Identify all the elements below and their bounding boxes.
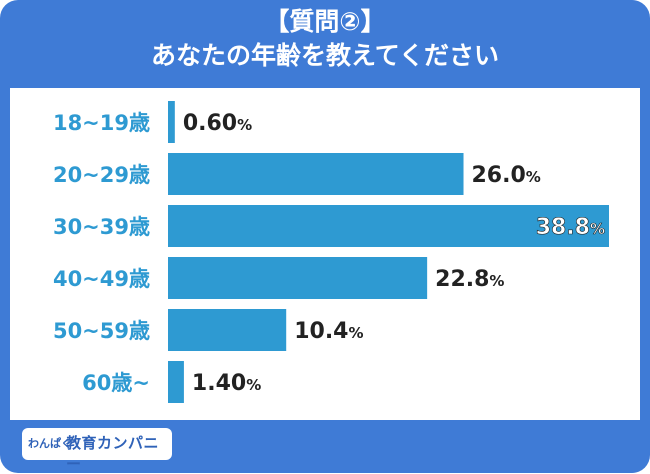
value-label: 26.0% xyxy=(472,163,541,188)
logo-main-text: 教育カンパニー xyxy=(66,434,160,473)
bar-chart: 18~19歳 0.60% 20~29歳 26.0% 30~39歳 38.8% 40~49歳 2… xyxy=(53,101,609,403)
category-label: 60歳~ xyxy=(82,371,150,395)
chart-panel: 18~19歳 0.60% 20~29歳 26.0% 30~39歳 38.8% 40~49歳 2… xyxy=(10,88,640,420)
value-label: 38.8% xyxy=(536,215,605,240)
bar xyxy=(168,361,184,403)
category-label: 20~29歳 xyxy=(53,163,150,187)
category-label: 40~49歳 xyxy=(53,267,150,291)
bar xyxy=(168,205,609,247)
logo-box: わんぱく 教育カンパニー xyxy=(22,428,172,473)
chart-title: 【質問②】 あなたの年齢を教えてください xyxy=(0,4,650,74)
category-label: 18~19歳 xyxy=(53,111,150,135)
title-line-1: 【質問②】 xyxy=(264,7,386,36)
category-label: 50~59歳 xyxy=(53,319,150,343)
value-label: 22.8% xyxy=(435,267,504,292)
bar xyxy=(168,309,287,351)
bar xyxy=(168,101,175,143)
value-label: 0.60% xyxy=(183,111,252,136)
value-label: 10.4% xyxy=(294,319,363,344)
bar xyxy=(168,257,428,299)
category-label: 30~39歳 xyxy=(53,215,150,239)
logo-small-text: わんぱく xyxy=(28,437,72,450)
value-label: 1.40% xyxy=(192,371,261,396)
title-line-2: あなたの年齢を教えてください xyxy=(150,41,499,70)
bar xyxy=(168,153,464,195)
